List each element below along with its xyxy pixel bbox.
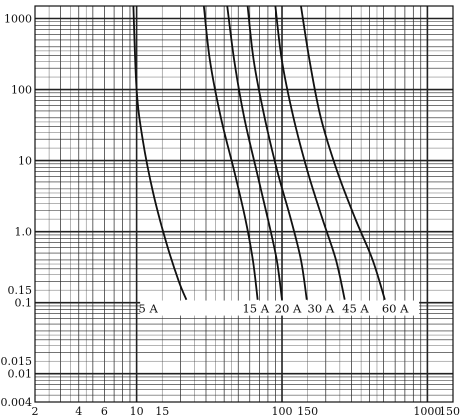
curve-15a xyxy=(202,5,259,300)
curve-label-5a: 5 A xyxy=(138,302,158,316)
curve-20a xyxy=(226,5,283,300)
curve-label-45a: 45 A xyxy=(342,302,369,316)
curve-label-20a: 20 A xyxy=(275,302,302,316)
y-tick-label: 0.015 xyxy=(1,355,33,368)
x-tick-label: 6 xyxy=(101,405,108,418)
y-tick-label: 0.1 xyxy=(15,297,33,310)
y-tick-label: 0.15 xyxy=(8,284,33,297)
x-tick-label: 4 xyxy=(75,405,82,418)
curve-label-band: 5 A 15 A 20 A 30 A 45 A 60 A xyxy=(138,300,420,316)
y-tick-label: 1.0 xyxy=(15,226,33,239)
y-tick-label: 100 xyxy=(11,84,32,97)
x-tick-label: 150 xyxy=(297,405,318,418)
curve-label-30a: 30 A xyxy=(308,302,335,316)
curve-label-60a: 60 A xyxy=(382,302,409,316)
y-tick-label: 0.01 xyxy=(8,368,33,381)
curve-label-15a: 15 A xyxy=(242,302,269,316)
curve-30a xyxy=(246,5,308,300)
x-tick-label: 100 xyxy=(272,405,293,418)
x-tick-label: 2 xyxy=(32,405,39,418)
plot-frame xyxy=(34,5,454,403)
curves xyxy=(132,5,386,301)
x-tick-label: 1000 xyxy=(413,405,441,418)
x-tick-label: 15 xyxy=(155,405,169,418)
curve-label-strip xyxy=(140,300,420,316)
curve-45a xyxy=(274,5,346,300)
x-tick-label: 10 xyxy=(130,405,144,418)
grid-major xyxy=(35,6,453,402)
y-tick-label: 1000 xyxy=(4,13,32,26)
x-tick-labels: 2 4 6 10 15 100 150 10001500 xyxy=(32,405,460,418)
y-tick-label: 10 xyxy=(18,155,32,168)
curve-5a xyxy=(132,5,188,301)
curve-60a xyxy=(300,5,386,301)
y-tick-label: 0.004 xyxy=(1,396,33,409)
x-tick-label: 1500 xyxy=(439,405,460,418)
